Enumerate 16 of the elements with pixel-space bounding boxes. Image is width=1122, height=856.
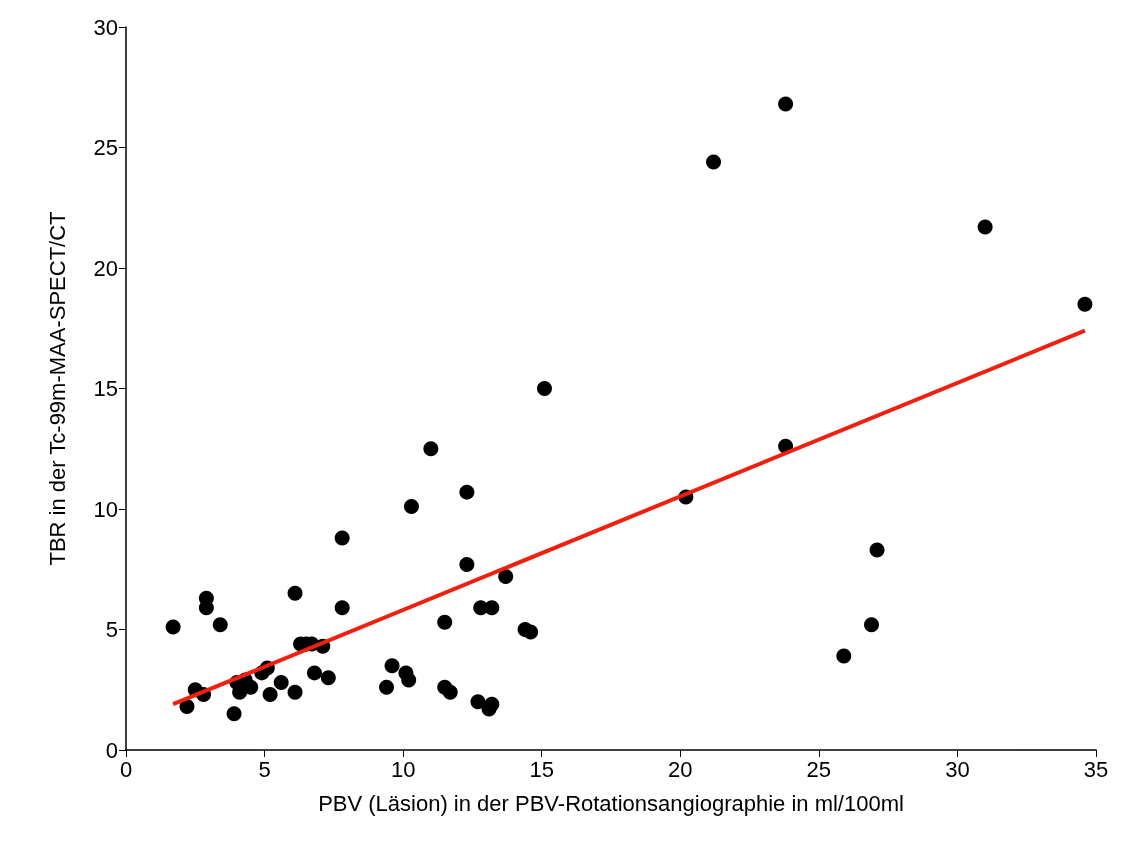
x-axis-title: PBV (Läsion) in der PBV-Rotationsangiographie in ml/100ml [318, 790, 904, 816]
x-tick-label: 5 [258, 756, 271, 782]
y-tick-label: 15 [93, 376, 118, 401]
x-tick-label: 10 [390, 756, 416, 782]
y-tick-label: 25 [93, 135, 118, 160]
x-tick-label: 20 [668, 756, 693, 782]
y-tick-label: 30 [93, 14, 118, 40]
x-tick-label: 30 [945, 756, 970, 782]
y-axis-title: TBR in der Tc-99m-MAA-SPECT/CT [44, 211, 70, 566]
x-tick-label: 35 [1083, 756, 1109, 782]
x-tick-label: 25 [806, 756, 832, 782]
x-tick-label: 15 [529, 756, 554, 782]
y-tick-label: 20 [93, 255, 118, 281]
y-tick-label: 5 [105, 617, 118, 642]
y-tick-label: 10 [93, 496, 118, 522]
y-tick-label: 0 [105, 737, 118, 763]
